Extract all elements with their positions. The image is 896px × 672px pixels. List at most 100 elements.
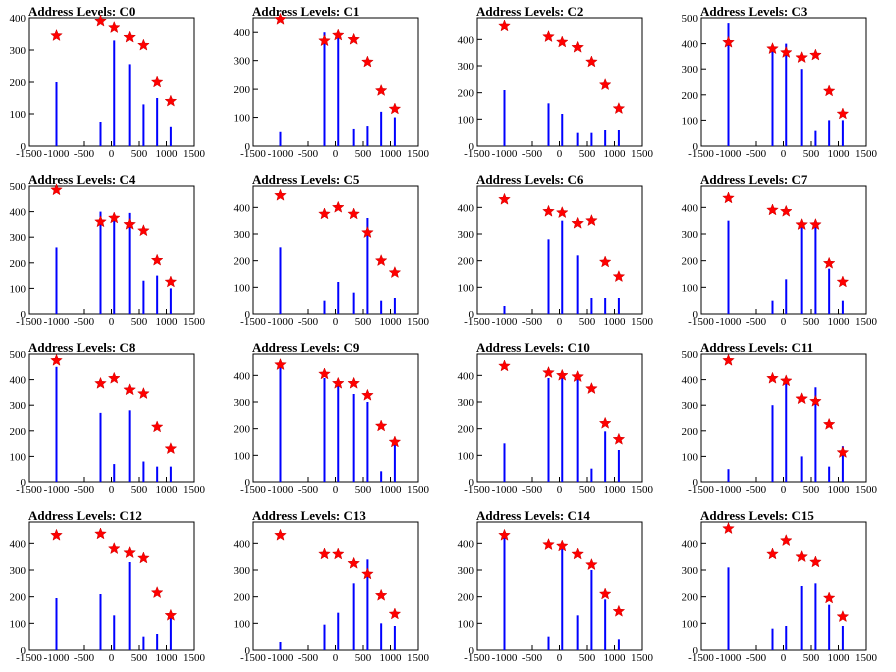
- plot-frame: [28, 521, 195, 651]
- bar: [337, 612, 340, 650]
- bar: [617, 130, 620, 146]
- x-tick-label: -1000: [44, 652, 70, 664]
- x-tick-label: 1500: [631, 316, 654, 328]
- bar: [352, 583, 355, 650]
- x-tick-label: -500: [74, 652, 95, 664]
- star-marker: [164, 275, 178, 288]
- y-tick-label: 300: [10, 232, 27, 244]
- bar: [576, 378, 579, 482]
- star-marker: [107, 541, 121, 555]
- bar: [366, 218, 369, 314]
- x-tick-label: 500: [579, 148, 596, 160]
- star-marker: [318, 34, 331, 47]
- chart-panel: Address Levels: C9 0 100 200 300 400 -1500 -100…: [224, 336, 448, 504]
- bar: [142, 461, 145, 482]
- x-tick-label: 0: [333, 148, 339, 160]
- bar: [617, 450, 620, 482]
- x-tick-label: -500: [746, 484, 767, 496]
- bar: [561, 114, 564, 146]
- bar: [503, 443, 506, 482]
- star-marker: [137, 224, 150, 237]
- y-tick-label: 400: [682, 375, 699, 387]
- chart-panel: Address Levels: C13 0 100 200 300 400 -1500 -10…: [224, 504, 448, 672]
- bar: [590, 132, 593, 146]
- bar: [113, 40, 116, 146]
- x-tick-label: 0: [557, 652, 563, 664]
- bar: [617, 639, 620, 650]
- x-tick-label: -500: [298, 484, 319, 496]
- y-tick-label: 0: [245, 141, 251, 153]
- x-tick-label: -1500: [16, 484, 42, 496]
- x-tick-label: 0: [109, 148, 115, 160]
- chart-plot: 0 100 200 300 400 500 -1500 -1000 -500 0 500 1000 15…: [682, 13, 878, 160]
- bar: [113, 214, 116, 314]
- star-marker: [498, 528, 511, 541]
- bar: [393, 298, 396, 314]
- bar: [800, 586, 803, 650]
- bar: [590, 468, 593, 482]
- bar: [128, 562, 131, 650]
- star-marker: [542, 365, 555, 379]
- x-tick-label: 1000: [828, 316, 851, 328]
- bar: [279, 367, 282, 482]
- bar: [156, 466, 159, 482]
- y-tick-label: 200: [234, 256, 251, 268]
- x-tick-label: -1500: [16, 652, 42, 664]
- star-marker: [164, 94, 178, 107]
- star-marker: [374, 83, 388, 96]
- bar: [814, 387, 817, 482]
- star-marker: [766, 203, 779, 216]
- chart-plot: 0 100 200 300 400 -1500 -1000 -500 0 500 1000 1500: [10, 521, 206, 664]
- bar: [113, 464, 116, 482]
- bar: [323, 378, 326, 482]
- bar: [814, 583, 817, 650]
- star-marker: [331, 376, 345, 389]
- chart-plot: 0 100 200 300 400 -1500 -1000 -500 0 500 1000 1500: [10, 13, 206, 160]
- star-marker: [347, 32, 361, 45]
- star-marker: [822, 417, 836, 430]
- bar: [393, 117, 396, 146]
- star-marker: [795, 549, 809, 563]
- x-tick-label: 1500: [183, 316, 206, 328]
- star-marker: [836, 609, 850, 623]
- y-tick-label: 100: [234, 113, 251, 125]
- bar: [590, 298, 593, 314]
- star-marker: [123, 30, 137, 43]
- x-tick-label: 1000: [156, 316, 179, 328]
- y-tick-label: 0: [693, 141, 699, 153]
- x-tick-label: -1000: [492, 652, 518, 664]
- star-marker: [318, 367, 331, 380]
- y-tick-label: 400: [10, 207, 27, 219]
- star-marker: [836, 107, 850, 120]
- x-tick-label: -1000: [492, 484, 518, 496]
- plot-frame: [700, 185, 867, 315]
- chart-panel: Address Levels: C2 0 100 200 300 400 -1500 -100…: [448, 0, 672, 168]
- chart-plot: 0 100 200 300 400 -1500 -1000 -500 0 500 1000 1500: [234, 521, 430, 664]
- y-tick-label: 400: [458, 538, 475, 550]
- chart-plot: 0 100 200 300 400 500 -1500 -1000 -500 0 500 1000 15…: [10, 349, 206, 496]
- x-tick-label: 500: [131, 148, 148, 160]
- star-marker: [612, 269, 626, 283]
- y-tick-label: 100: [10, 618, 27, 630]
- bar: [576, 615, 579, 650]
- x-tick-label: 500: [803, 316, 820, 328]
- bar: [142, 280, 145, 314]
- y-tick-label: 0: [245, 309, 251, 321]
- chart-plot: 0 100 200 300 400 -1500 -1000 -500 0 500 1000 1500: [682, 185, 878, 328]
- x-tick-label: -1500: [688, 484, 714, 496]
- star-marker: [94, 215, 107, 228]
- bar: [156, 275, 159, 314]
- y-tick-label: 200: [682, 256, 699, 268]
- chart-panel: Address Levels: C1 0 100 200 300 400 -1500 -100…: [224, 0, 448, 168]
- y-tick-label: 200: [10, 258, 27, 270]
- star-marker: [766, 42, 779, 55]
- star-marker: [555, 539, 569, 552]
- y-tick-label: 200: [234, 592, 251, 604]
- bar: [841, 446, 844, 482]
- chart-panel: Address Levels: C7 0 100 200 300 400 -1500 -100…: [672, 168, 896, 336]
- bar: [814, 226, 817, 314]
- chart-panel: Address Levels: C4 0 100 200 300 400 500 -1500-…: [0, 168, 224, 336]
- star-marker: [50, 353, 63, 366]
- x-tick-label: 0: [333, 484, 339, 496]
- star-marker: [571, 40, 585, 53]
